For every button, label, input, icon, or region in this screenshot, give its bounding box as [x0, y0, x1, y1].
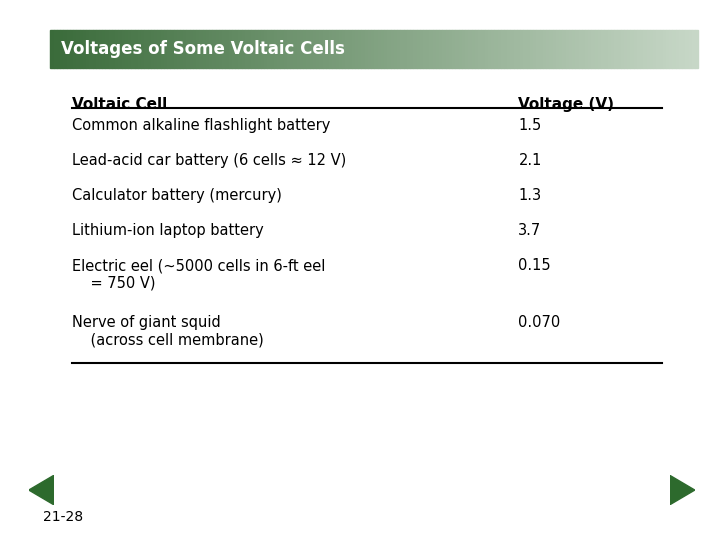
Text: 1.5: 1.5	[518, 118, 541, 133]
Text: Nerve of giant squid
    (across cell membrane): Nerve of giant squid (across cell membra…	[72, 315, 264, 347]
Text: 1.3: 1.3	[518, 188, 541, 203]
Text: 3.7: 3.7	[518, 223, 541, 238]
Text: 2.1: 2.1	[518, 153, 541, 168]
Text: Voltaic Cell: Voltaic Cell	[72, 97, 167, 112]
Text: 0.070: 0.070	[518, 315, 561, 330]
Text: Common alkaline flashlight battery: Common alkaline flashlight battery	[72, 118, 330, 133]
Polygon shape	[29, 475, 54, 505]
Text: Voltages of Some Voltaic Cells: Voltages of Some Voltaic Cells	[61, 39, 345, 58]
Text: Calculator battery (mercury): Calculator battery (mercury)	[72, 188, 282, 203]
Text: Voltage (V): Voltage (V)	[518, 97, 614, 112]
Polygon shape	[670, 475, 695, 505]
Text: Lead-acid car battery (6 cells ≈ 12 V): Lead-acid car battery (6 cells ≈ 12 V)	[72, 153, 346, 168]
Text: 0.15: 0.15	[518, 258, 551, 273]
Text: Lithium-ion laptop battery: Lithium-ion laptop battery	[72, 223, 264, 238]
Text: 21-28: 21-28	[43, 510, 84, 524]
Text: Electric eel (~5000 cells in 6-ft eel
    = 750 V): Electric eel (~5000 cells in 6-ft eel = …	[72, 258, 325, 291]
